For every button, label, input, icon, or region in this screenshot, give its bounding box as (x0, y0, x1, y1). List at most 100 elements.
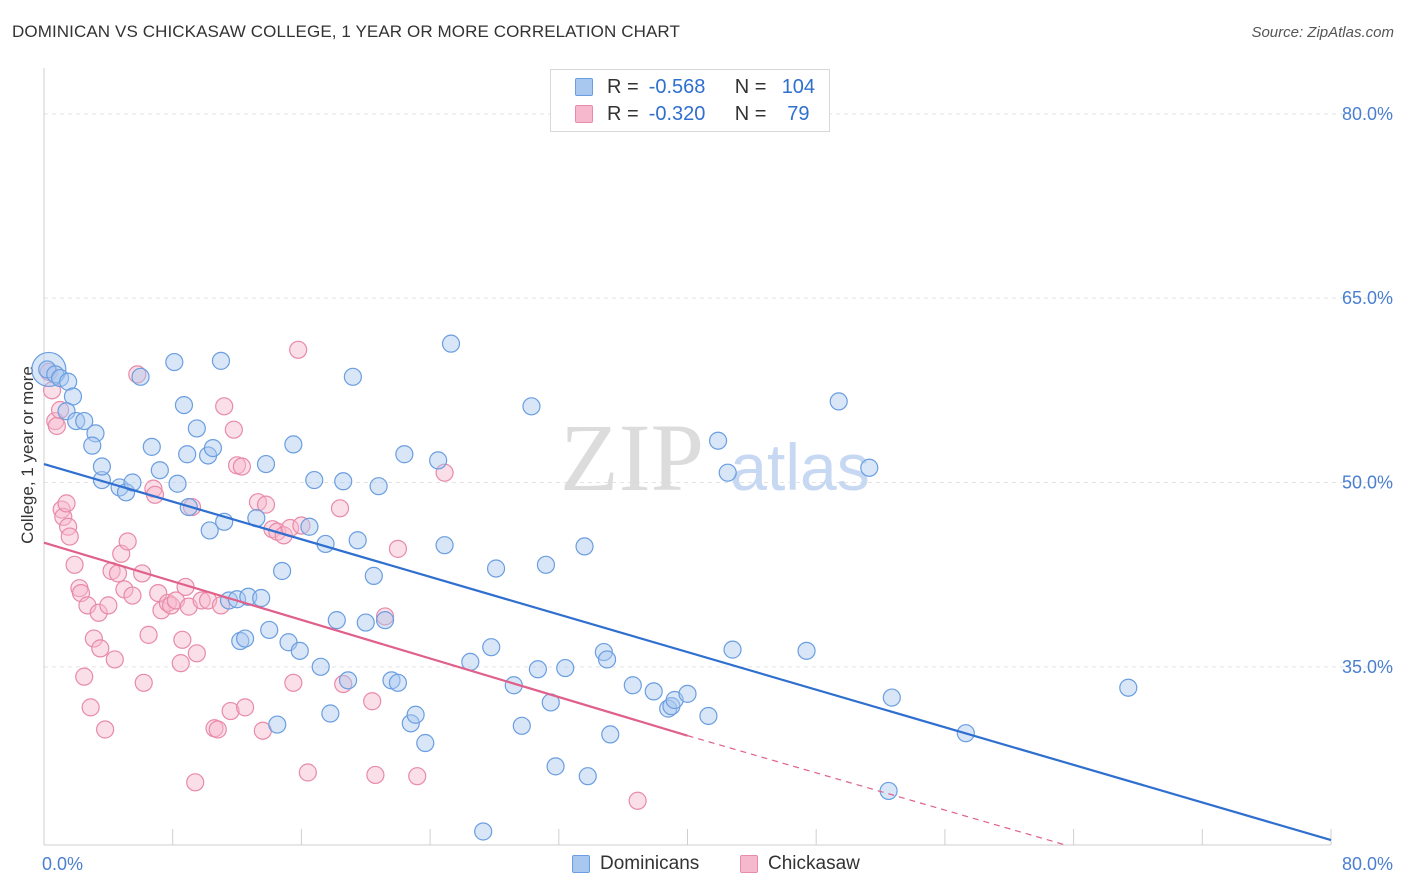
chickasaw-point (139, 625, 158, 644)
dominicans-point (546, 757, 565, 776)
dominicans-point (522, 397, 541, 416)
chickasaw-point (89, 603, 108, 622)
dominicans-point (305, 470, 324, 490)
chickasaw-point (84, 629, 103, 648)
chickasaw-point (224, 420, 243, 439)
dominicans-point (556, 658, 575, 678)
legend-n-value: 79 (787, 102, 810, 125)
y-tick-label: 50.0% (1342, 473, 1393, 493)
chickasaw-point (330, 499, 350, 518)
dominicans-point (211, 351, 231, 370)
y-tick-label: 35.0% (1342, 657, 1393, 677)
dominicans-point (338, 671, 358, 690)
legend-n-label: N = (734, 102, 767, 125)
dominicans-point (575, 537, 594, 556)
chickasaw-trend-line (43, 541, 688, 737)
chickasaw-point (186, 773, 205, 792)
dominicans-point (142, 437, 161, 456)
dominicans-point (512, 716, 531, 735)
dominicans-point (200, 521, 219, 540)
dominicans-point (482, 638, 501, 657)
legend-r-value: -0.568 (648, 75, 706, 98)
chickasaw-point (75, 667, 94, 686)
chickasaw-point (105, 650, 124, 669)
dominicans-point (203, 438, 223, 458)
dominicans-point (644, 682, 663, 701)
chickasaw-point (91, 639, 110, 658)
y-tick-label: 80.0% (1342, 104, 1393, 124)
dominicans-point (83, 436, 102, 455)
chickasaw-point (628, 791, 647, 810)
chickasaw-point (152, 601, 171, 620)
chickasaw-point (173, 630, 192, 649)
bottom-legend-swatch-dominicans (572, 855, 590, 873)
chickasaw-point (134, 673, 153, 692)
dominicans-point (678, 684, 697, 703)
grid-lines (44, 113, 1394, 668)
chickasaw-point (298, 763, 317, 782)
dominicans-point (75, 411, 94, 431)
dominicans-point (1119, 678, 1138, 697)
dominicans-point (597, 650, 617, 669)
dominicans-point (882, 688, 901, 707)
chickasaw-point (363, 692, 382, 711)
dominicans-point (311, 657, 330, 676)
dominicans-point (290, 641, 309, 660)
dominicans-point (829, 392, 848, 411)
chickasaw-point (65, 555, 84, 574)
dominicans-point (474, 822, 493, 841)
dominicans-point (578, 767, 597, 786)
watermark-zip: ZIP (560, 404, 704, 511)
chickasaw-point (171, 654, 190, 673)
chickasaw-point (47, 416, 66, 436)
dominicans-point (486, 559, 506, 578)
dominicans-point (356, 613, 375, 632)
chickasaw-point (208, 720, 227, 739)
dominicans-point (334, 472, 353, 491)
dominicans-point (284, 435, 303, 454)
dominicans-point (231, 631, 250, 651)
chickasaw-point (284, 673, 303, 692)
dominicans-point (406, 705, 425, 724)
watermark: ZIP atlas (560, 404, 870, 511)
dominicans-point (252, 588, 271, 608)
dominicans-point (723, 640, 742, 659)
source-label: Source: ZipAtlas.com (1251, 24, 1394, 41)
chickasaw-point (81, 698, 100, 717)
dominicans-point (435, 536, 454, 555)
dominicans-point (321, 704, 340, 723)
legend-n-value: 104 (781, 75, 816, 98)
axes (43, 68, 1332, 846)
chickasaw-point (256, 495, 276, 514)
chickasaw-point (221, 701, 240, 721)
dominicans-point (343, 367, 362, 386)
dominicans-point (416, 733, 435, 753)
legend-n-label: N = (734, 75, 767, 98)
chickasaw-points (39, 340, 647, 810)
chickasaw-point (215, 397, 234, 416)
dominicans-point (797, 641, 816, 660)
chickasaw-point (366, 765, 385, 785)
chickasaw-point (99, 596, 118, 615)
dominicans-point (260, 620, 279, 640)
x-tick-label: 80.0% (1342, 854, 1393, 874)
dominicans-point (375, 611, 395, 630)
dominicans-point (536, 555, 556, 574)
chickasaw-point (118, 532, 137, 551)
chickasaw-point (78, 596, 97, 615)
legend-r-value: -0.320 (648, 102, 706, 125)
dominicans-point (441, 334, 461, 353)
dominicans-point (272, 561, 292, 581)
trend-lines (43, 463, 1332, 846)
watermark-atlas: atlas (730, 430, 869, 504)
chickasaw-point (289, 340, 308, 359)
bottom-legend-dominicans: Dominicans (572, 852, 699, 876)
dominicans-point (429, 451, 448, 470)
dominicans-point (601, 725, 620, 744)
dominicans-point (235, 629, 255, 648)
dominicans-point (528, 660, 547, 679)
dominicans-point (150, 461, 169, 480)
dominicans-point (699, 706, 718, 726)
tick-labels: 35.0% 50.0% 65.0% 80.0% 0.0% 80.0% (42, 104, 1393, 874)
